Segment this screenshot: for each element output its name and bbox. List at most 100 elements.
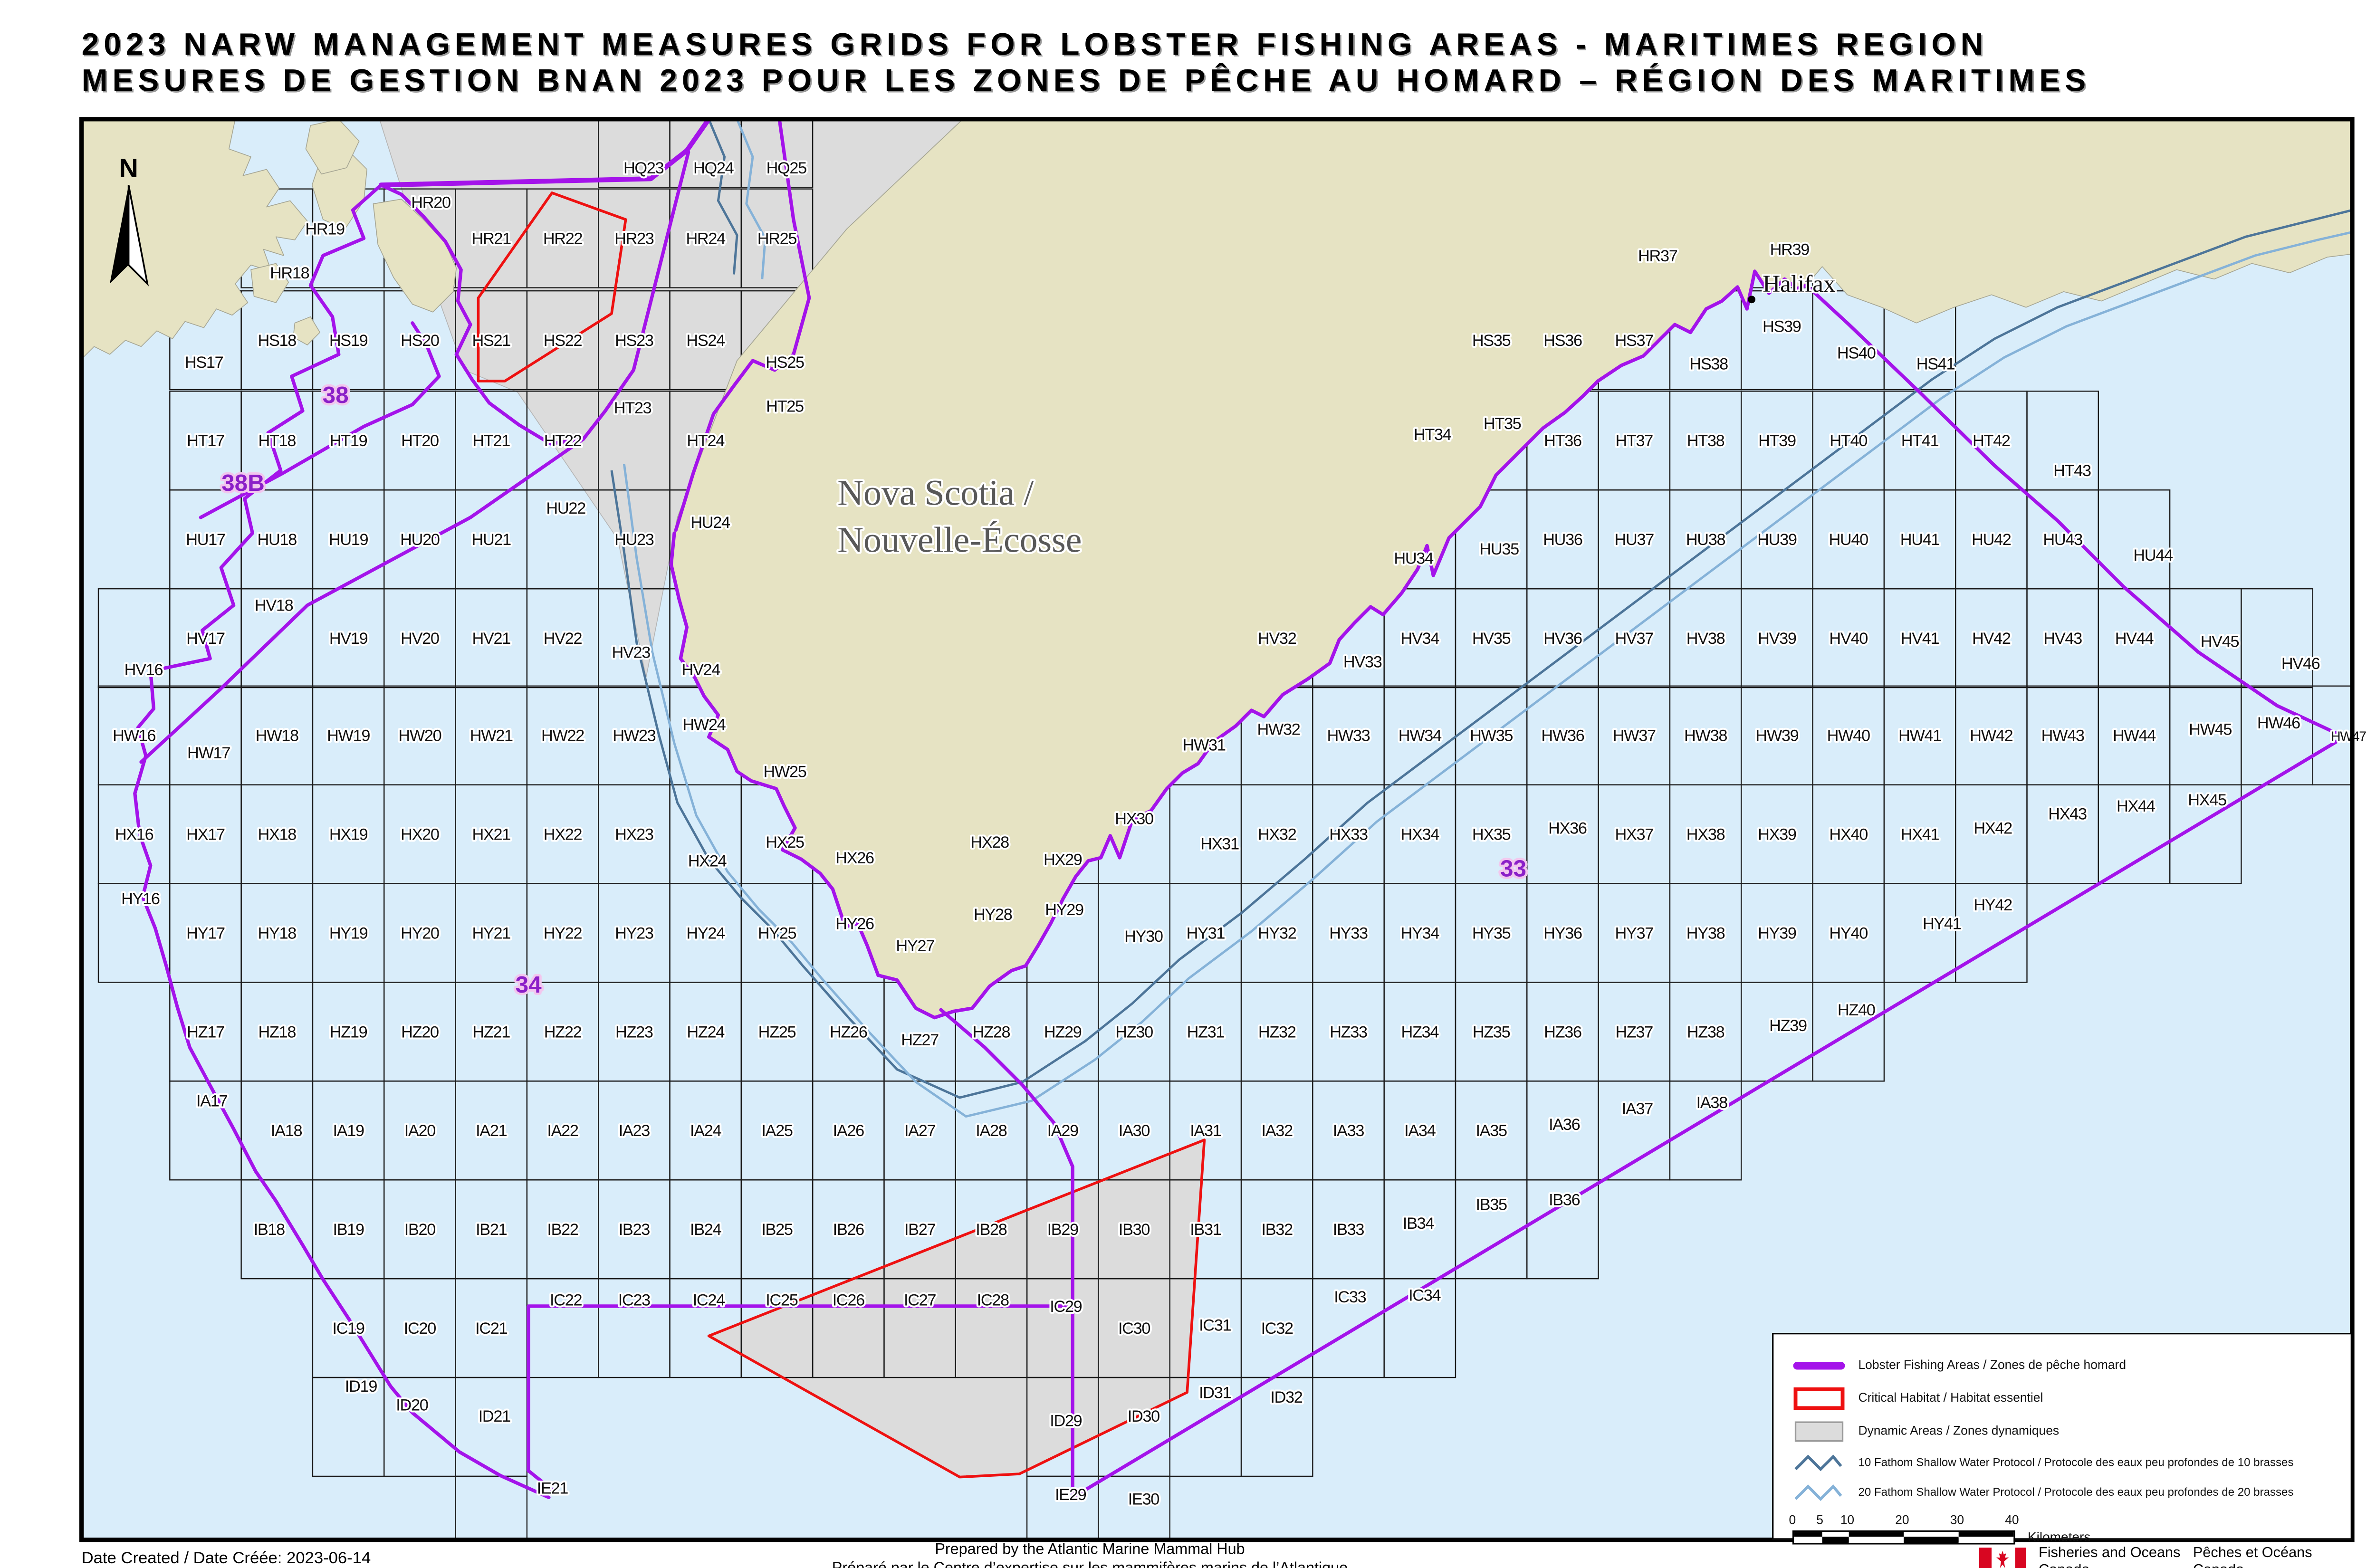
legend-item-label: Dynamic Areas / Zones dynamiques — [1858, 1424, 2060, 1438]
grid-cell-label: HU42 — [1972, 531, 2011, 549]
grid-cell-label: HZ28 — [973, 1023, 1010, 1041]
footer-prepared-line1: Prepared by the Atlantic Marine Mammal H… — [935, 1541, 1245, 1559]
grid-cell-label: HZ40 — [1838, 1001, 1875, 1019]
city-dot — [1748, 296, 1756, 304]
scale-tick-label: 0 — [1789, 1513, 1796, 1528]
grid-cell-label: HY42 — [1974, 896, 2012, 914]
grid-cells — [97, 119, 2352, 1540]
grid-cell-label: HU38 — [1686, 531, 1725, 549]
grid-cell-label: HY30 — [1124, 927, 1163, 946]
grid-cell-label: HX40 — [1829, 825, 1868, 843]
grid-cell-label: HV44 — [2115, 630, 2154, 648]
agency-french: Pêches et Océans Canada — [2193, 1544, 2312, 1568]
grid-cell-label: HU18 — [258, 531, 297, 549]
grid-cell-label: IB34 — [1403, 1214, 1435, 1233]
grid-cell-label: IA32 — [1262, 1122, 1293, 1140]
grid-cell-label: IA36 — [1549, 1116, 1580, 1134]
grid-cell-label: IB32 — [1262, 1221, 1293, 1239]
grid-cell — [2241, 588, 2313, 688]
grid-cell-label: IB24 — [690, 1221, 722, 1239]
grid-cell-label: HX17 — [186, 825, 225, 843]
grid-cell — [740, 188, 814, 288]
scale-bar-numbers: 0 5 10 20 30 40 — [1789, 1513, 2351, 1529]
grid-cell-label: HX34 — [1401, 825, 1440, 843]
grid-cell-label: HS18 — [258, 332, 296, 350]
grid-cell-label: HX24 — [688, 852, 727, 870]
fundy-east-diagonal — [581, 150, 690, 441]
grid-cell-label: HT41 — [1901, 432, 1939, 450]
grid-cell-label: HV32 — [1258, 630, 1296, 648]
grid-cell-label: HX44 — [2117, 797, 2156, 815]
legend-item-label: 20 Fathom Shallow Water Protocol / Proto… — [1858, 1485, 2294, 1499]
footer-prepared-by: Prepared by the Atlantic Marine Mammal H… — [737, 1541, 1443, 1568]
land-polygon — [293, 316, 321, 345]
grid-cell-label: HW32 — [1257, 720, 1300, 738]
province-label: Nova Scotia / — [837, 473, 1034, 513]
grid-cell-label: HR39 — [1770, 241, 1810, 259]
grid-cell-label: HX45 — [2188, 791, 2226, 809]
grid-cell-label: HS19 — [329, 332, 368, 350]
grid-cell-label: HY21 — [472, 924, 510, 942]
grid-cell-label: HT42 — [1973, 432, 2010, 450]
grid-cell-label: HZ29 — [1044, 1023, 1082, 1041]
grid-cell-label: IE30 — [1128, 1491, 1159, 1509]
legend-item: 10 Fathom Shallow Water Protocol / Proto… — [1792, 1447, 2351, 1477]
grid-cell-label: HW17 — [187, 744, 230, 762]
grid-cell-label: HX19 — [329, 825, 368, 843]
grid-cell-label: HV22 — [544, 630, 582, 648]
grid-cell-label: IA33 — [1333, 1122, 1364, 1140]
grid-cell-label: IB26 — [833, 1221, 864, 1239]
grid-cell-label: HY38 — [1686, 924, 1725, 942]
grid-cell-label: HW46 — [2257, 714, 2300, 732]
scale-tick-label: 40 — [2005, 1513, 2019, 1528]
grid-cell-label: HY27 — [896, 937, 934, 955]
st-marys-hook — [674, 119, 811, 532]
grid-cell-label: HT19 — [330, 432, 367, 450]
gray-rect-icon — [1792, 1418, 1846, 1444]
grid-cell-label: HU19 — [329, 531, 368, 549]
grid-cell-label: IA20 — [404, 1122, 436, 1140]
grid-cell-label: HV36 — [1543, 630, 1582, 648]
grid-cell-label: HW23 — [613, 727, 655, 745]
grid-cell-label: HW36 — [1541, 727, 1584, 745]
grid-cell-label: HU22 — [546, 499, 585, 517]
grid-cell-label: HS38 — [1689, 355, 1728, 373]
grid-cell-label: HS35 — [1472, 332, 1511, 350]
scale-tick-label: 30 — [1950, 1513, 1964, 1528]
grid-cell-label: HT43 — [2053, 462, 2091, 480]
grid-cell-label: HY23 — [615, 924, 653, 942]
grid-cell-label: HS40 — [1837, 344, 1876, 362]
grid-cell-label: HZ31 — [1187, 1023, 1225, 1041]
grid-cell-label: HU35 — [1479, 540, 1519, 558]
grid-cell-label: HX29 — [1044, 851, 1082, 869]
grid-cell-label: HQ24 — [693, 159, 734, 177]
fathom10-contour-line — [610, 209, 2352, 1099]
grid-cell-label: HU36 — [1543, 531, 1582, 549]
legend-item-label: 10 Fathom Shallow Water Protocol / Proto… — [1858, 1455, 2294, 1470]
grid-cell-label: IA29 — [1047, 1122, 1079, 1140]
lfa-zone-label: 38 — [323, 382, 349, 408]
grid-cell-label: HZ39 — [1769, 1017, 1807, 1035]
grid-cell-label: HX39 — [1758, 825, 1796, 843]
grid-cell-label: HW25 — [763, 763, 806, 781]
grid-cell-label: IA25 — [761, 1122, 793, 1140]
grid-cell-label: HT40 — [1830, 432, 1867, 450]
grid-cell-label: HW38 — [1684, 727, 1727, 745]
grid-cell-label: HX28 — [970, 833, 1009, 851]
grid-cell-label: IA37 — [1622, 1100, 1653, 1118]
grid-cell — [1669, 1080, 1742, 1181]
grid-cell-label: HW42 — [1970, 727, 2012, 745]
grid-cell-label: IC27 — [904, 1291, 936, 1310]
grid-cell-label: HV18 — [255, 597, 293, 615]
grid-cell-label: HU17 — [186, 531, 225, 549]
grid-cell-label: HV39 — [1758, 630, 1796, 648]
grid-cell-label: HT17 — [187, 432, 224, 450]
grid-cell-label: IC21 — [475, 1319, 507, 1338]
grid-cell-label: IC22 — [550, 1291, 582, 1310]
grid-cell-label: HZ34 — [1401, 1023, 1439, 1041]
north-arrow-icon — [127, 185, 149, 287]
grid-cell-label: ID21 — [479, 1407, 510, 1425]
grid-cell-label: IA23 — [619, 1122, 650, 1140]
